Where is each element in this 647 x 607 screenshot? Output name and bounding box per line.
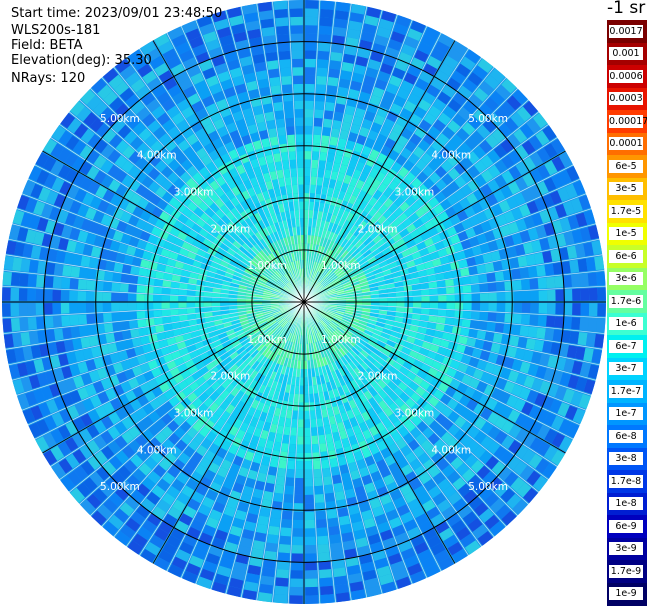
beta-ray-bins: [2, 0, 606, 604]
colorbar-tick-label: 6e-7: [609, 339, 643, 353]
range-label-3km: 3.00km: [395, 407, 435, 419]
colorbar-tick-label: 0.0017: [609, 24, 643, 38]
colorbar-tick-label: 1.7e-8: [609, 474, 643, 488]
colorbar-tick-label: 3e-9: [609, 542, 643, 556]
range-label-4km: 4.00km: [137, 444, 177, 456]
start-time-label: Start time: 2023/09/01 23:48:50: [11, 6, 223, 21]
range-label-3km: 3.00km: [174, 187, 214, 199]
colorbar-tick-label: 3e-5: [609, 182, 643, 196]
range-label-1km: 1.00km: [247, 260, 287, 272]
azimuth-spoke-120: [303, 301, 566, 454]
colorbar-tick-label: 0.00017: [609, 114, 647, 128]
azimuth-spoke-300: [42, 150, 305, 303]
colorbar-tick-label: 3e-7: [609, 362, 643, 376]
ppi-scan-plot: 1.00km 1.00km 1.00km 1.00km 2.00km 2.00km 2.00…: [2, 0, 606, 604]
colorbar-tick-label: 1e-9: [609, 587, 643, 601]
colorbar-tick-label: 6e-8: [609, 429, 643, 443]
range-label-5km: 5.00km: [100, 481, 140, 493]
colorbar-tick-label: 1.7e-7: [609, 384, 643, 398]
colorbar-tick-label: 0.001: [609, 47, 643, 61]
colorbar-tick-label: 1e-5: [609, 227, 643, 241]
range-label-4km: 4.00km: [431, 444, 471, 456]
range-labels: 1.00km 1.00km 1.00km 1.00km 2.00km 2.00km 2.00…: [100, 113, 508, 493]
colorbar-unit-label: -1 sr: [607, 0, 646, 18]
azimuth-spoke-240: [42, 301, 305, 454]
range-label-3km: 3.00km: [395, 187, 435, 199]
range-label-1km: 1.00km: [247, 334, 287, 346]
colorbar-tick-label: 6e-9: [609, 519, 643, 533]
field-label: Field: BETA: [11, 38, 83, 53]
range-label-1km: 1.00km: [321, 260, 361, 272]
azimuth-spoke-30: [303, 40, 456, 303]
colorbar-tick-label: 0.0006: [609, 69, 643, 83]
colorbar: 0.0017 0.001 0.0006 0.0003 0.00017 0.0001 6e-5…: [607, 20, 647, 606]
azimuth-spoke-210: [152, 301, 305, 564]
colorbar-tick-label: 3e-6: [609, 272, 643, 286]
range-label-2km: 2.00km: [211, 371, 251, 383]
azimuth-spokes: [2, 0, 606, 604]
nrays-label: NRays: 120: [11, 71, 86, 86]
azimuth-spoke-60: [303, 150, 566, 303]
colorbar-tick-label: 3e-8: [609, 452, 643, 466]
instrument-label: WLS200s-181: [11, 23, 101, 38]
range-label-1km: 1.00km: [321, 334, 361, 346]
colorbar-tick-label: 0.0001: [609, 137, 643, 151]
range-label-5km: 5.00km: [468, 113, 508, 125]
range-label-4km: 4.00km: [431, 150, 471, 162]
range-label-5km: 5.00km: [468, 481, 508, 493]
azimuth-spoke-330: [152, 40, 305, 303]
colorbar-tick-label: 1.7e-6: [609, 294, 643, 308]
colorbar-tick-label: 1.7e-5: [609, 204, 643, 218]
colorbar-tick-label: 1e-8: [609, 497, 643, 511]
colorbar-tick-label: 1e-7: [609, 407, 643, 421]
azimuth-spoke-150: [303, 301, 456, 564]
colorbar-tick-label: 1.7e-9: [609, 564, 643, 578]
colorbar-tick-label: 1e-6: [609, 317, 643, 331]
range-label-4km: 4.00km: [137, 150, 177, 162]
colorbar-tick-label: 6e-5: [609, 159, 643, 173]
range-label-2km: 2.00km: [358, 371, 398, 383]
colorbar-tick-label: 0.0003: [609, 92, 643, 106]
range-label-2km: 2.00km: [358, 223, 398, 235]
elevation-label: Elevation(deg): 35.30: [11, 53, 152, 68]
range-label-5km: 5.00km: [100, 113, 140, 125]
range-label-2km: 2.00km: [211, 223, 251, 235]
colorbar-tick-label: 6e-6: [609, 249, 643, 263]
range-label-3km: 3.00km: [174, 407, 214, 419]
